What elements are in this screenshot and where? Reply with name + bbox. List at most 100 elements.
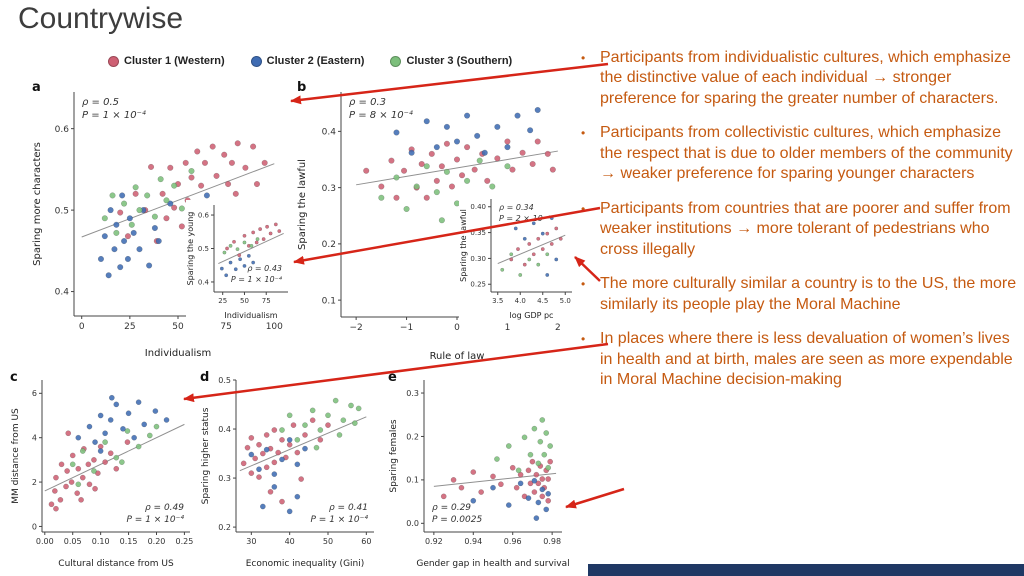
svg-text:0.98: 0.98 [543, 537, 561, 546]
svg-text:Sparing higher status: Sparing higher status [201, 407, 211, 504]
svg-text:0.1: 0.1 [406, 476, 419, 485]
svg-text:0.3: 0.3 [322, 184, 336, 194]
svg-text:0.3: 0.3 [218, 474, 231, 483]
svg-text:75: 75 [262, 297, 271, 305]
svg-text:75: 75 [220, 322, 231, 332]
svg-text:ρ = 0.41: ρ = 0.41 [329, 503, 368, 513]
svg-text:4.0: 4.0 [515, 297, 526, 305]
svg-text:0.5: 0.5 [198, 245, 209, 253]
scatter-inset-gdp-lawful: 3.5 4.0 4.5 5.0 0.25 0.30 0.35 0.40 log GDP pc Sp… [459, 194, 577, 322]
svg-text:5.0: 5.0 [560, 297, 571, 305]
svg-text:Rule of law: Rule of law [430, 351, 485, 362]
svg-text:0.25: 0.25 [176, 537, 194, 546]
svg-text:0.92: 0.92 [425, 537, 443, 546]
svg-text:0.25: 0.25 [470, 281, 486, 289]
svg-text:0: 0 [454, 323, 460, 333]
svg-text:2: 2 [555, 323, 561, 333]
svg-text:0.10: 0.10 [92, 537, 110, 546]
svg-text:25: 25 [124, 322, 135, 332]
svg-text:ρ = 0.43: ρ = 0.43 [247, 264, 282, 273]
arrow-to-panel-e [565, 487, 625, 509]
svg-text:P = 1 × 10⁻⁴: P = 1 × 10⁻⁴ [82, 109, 146, 121]
svg-text:Economic inequality (Gini): Economic inequality (Gini) [246, 559, 365, 569]
svg-text:P = 8 × 10⁻⁴: P = 8 × 10⁻⁴ [349, 109, 413, 121]
legend-item: Cluster 3 (Southern) [390, 55, 512, 67]
legend-label: Cluster 3 (Southern) [406, 55, 513, 67]
legend-item: Cluster 2 (Eastern) [250, 55, 365, 67]
scatter-panel-b: −2 −1 0 1 2 0.1 0.2 0.3 0.4 Rule of law Sparing th… [293, 78, 583, 363]
svg-text:Gender gap in health and survi: Gender gap in health and survival [416, 559, 569, 569]
svg-text:e: e [388, 370, 397, 385]
bullet-item: The more culturally similar a country is… [578, 274, 1022, 315]
slide-title: Countrywise [18, 2, 184, 35]
svg-text:30: 30 [246, 537, 256, 546]
svg-text:50: 50 [240, 297, 249, 305]
svg-text:0.3: 0.3 [406, 389, 419, 398]
svg-text:Individualism: Individualism [224, 311, 277, 320]
svg-text:3.5: 3.5 [492, 297, 503, 305]
svg-text:P = 2 × 10⁻⁴: P = 2 × 10⁻⁴ [499, 214, 551, 223]
svg-text:25: 25 [218, 297, 227, 305]
svg-text:0.5: 0.5 [55, 206, 69, 216]
svg-text:−1: −1 [400, 323, 413, 333]
svg-text:Sparing the young: Sparing the young [186, 212, 195, 286]
svg-text:P = 1 × 10⁻⁴: P = 1 × 10⁻⁴ [127, 515, 185, 525]
legend-color-dot-icon [390, 55, 402, 67]
bullet-item: In places where there is less devaluatio… [578, 329, 1022, 390]
svg-text:0.30: 0.30 [470, 255, 486, 263]
svg-text:ρ = 0.29: ρ = 0.29 [432, 503, 471, 513]
svg-text:0.2: 0.2 [218, 523, 231, 532]
bullet-item: Participants from individualistic cultur… [578, 48, 1022, 109]
svg-text:0.00: 0.00 [36, 537, 54, 546]
scatter-panel-c: 0.00 0.05 0.10 0.15 0.20 0.25 0 2 4 6 Cultural dis… [6, 368, 198, 570]
svg-text:c: c [10, 370, 18, 385]
svg-text:0.6: 0.6 [198, 211, 210, 219]
svg-text:0.4: 0.4 [55, 288, 70, 298]
svg-text:b: b [297, 80, 306, 95]
svg-text:Individualism: Individualism [145, 348, 211, 359]
svg-text:P = 1 × 10⁻⁴: P = 1 × 10⁻⁴ [231, 275, 283, 284]
svg-text:0.1: 0.1 [322, 296, 336, 306]
legend-label: Cluster 1 (Western) [124, 55, 225, 67]
svg-text:0.96: 0.96 [504, 537, 522, 546]
svg-text:50: 50 [323, 537, 333, 546]
svg-text:4.5: 4.5 [537, 297, 548, 305]
scatter-panel-d: 30 40 50 60 0.2 0.3 0.4 0.5 Economic inequality … [196, 368, 382, 570]
scatter-panel-e: 0.92 0.94 0.96 0.98 0.0 0.1 0.2 0.3 Gender gap i… [384, 368, 570, 570]
svg-text:ρ = 0.34: ρ = 0.34 [499, 203, 534, 212]
svg-text:0.15: 0.15 [120, 537, 138, 546]
legend-label: Cluster 2 (Eastern) [266, 55, 365, 67]
svg-text:P = 0.0025: P = 0.0025 [432, 515, 482, 525]
svg-text:a: a [32, 80, 41, 95]
footer-accent-bar [588, 564, 1024, 576]
svg-text:MM distance from US: MM distance from US [11, 408, 21, 504]
svg-text:0.20: 0.20 [148, 537, 166, 546]
svg-text:0: 0 [32, 522, 37, 531]
svg-text:0.4: 0.4 [322, 128, 337, 138]
svg-text:60: 60 [361, 537, 371, 546]
svg-text:Cultural distance from US: Cultural distance from US [58, 559, 174, 569]
svg-text:0.4: 0.4 [198, 278, 210, 286]
svg-text:ρ = 0.49: ρ = 0.49 [145, 503, 184, 513]
svg-text:ρ = 0.5: ρ = 0.5 [82, 97, 119, 108]
bullet-list: Participants from individualistic cultur… [578, 48, 1022, 405]
svg-text:0.2: 0.2 [406, 432, 419, 441]
svg-text:0.40: 0.40 [470, 203, 486, 211]
bullet-item: Participants from collectivistic culture… [578, 123, 1022, 184]
svg-text:0.0: 0.0 [406, 519, 419, 528]
svg-text:P = 1 × 10⁻⁴: P = 1 × 10⁻⁴ [311, 515, 369, 525]
svg-text:0.35: 0.35 [470, 229, 486, 237]
svg-text:d: d [200, 370, 209, 385]
svg-text:0.05: 0.05 [64, 537, 82, 546]
svg-text:4: 4 [32, 433, 37, 442]
svg-text:0.2: 0.2 [322, 240, 336, 250]
svg-text:2: 2 [32, 478, 37, 487]
svg-text:log GDP pc: log GDP pc [510, 311, 554, 320]
svg-text:Sparing the lawful: Sparing the lawful [297, 159, 308, 250]
svg-text:100: 100 [266, 322, 283, 332]
svg-text:0.5: 0.5 [218, 376, 231, 385]
scatter-panel-a: 0 25 50 75 100 0.4 0.5 0.6 Individualism Sparing … [28, 78, 292, 360]
svg-text:1: 1 [505, 323, 511, 333]
svg-text:Sparing the lawful: Sparing the lawful [459, 209, 468, 282]
